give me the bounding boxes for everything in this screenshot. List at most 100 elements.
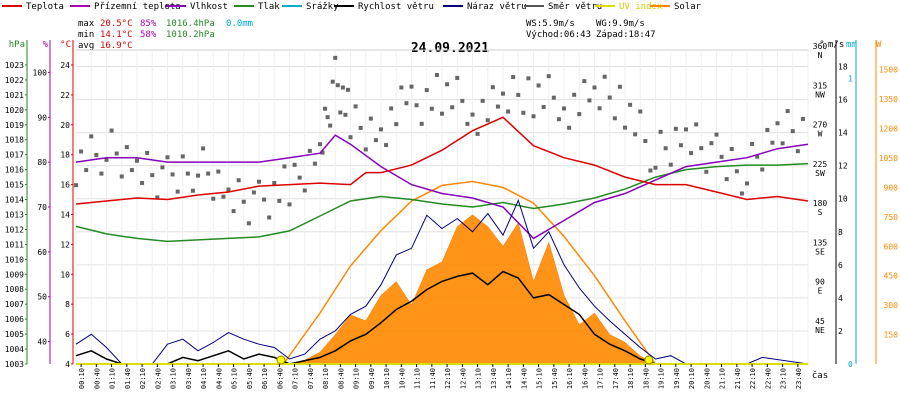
hpa-axis-tick-label: 1004 <box>5 345 24 354</box>
wind-direction-point <box>511 75 516 80</box>
wind-direction-point <box>440 111 444 116</box>
dir-tick-compass: E <box>818 287 823 296</box>
legend-label: Srážky <box>306 2 339 12</box>
temp-axis-tick-label: 14 <box>60 210 70 219</box>
x-tick-label: 15:40 <box>551 368 559 389</box>
wind-direction-point <box>724 177 729 182</box>
legend-label: Teplota <box>26 2 64 12</box>
x-tick-label: 07:40 <box>307 368 315 389</box>
wind-direction-point <box>546 74 551 79</box>
x-tick-label: 12:40 <box>459 368 467 389</box>
wm2-tick-label: 150 <box>884 331 899 340</box>
legend-label: Přízemní teplota <box>94 2 181 12</box>
x-tick-label: 01:40 <box>124 368 132 389</box>
wind-direction-point <box>368 116 373 121</box>
wind-direction-point <box>562 106 566 111</box>
wind-direction-point <box>196 173 200 178</box>
ms-tick-label: 18 <box>838 63 848 72</box>
wind-direction-point <box>379 127 383 132</box>
pct-axis-tick-label: 60 <box>37 248 47 257</box>
wind-direction-point <box>531 114 536 119</box>
wind-direction-point <box>335 83 340 88</box>
wind-direction-point <box>216 169 221 174</box>
wind-direction-point <box>658 129 663 134</box>
wind-direction-point <box>556 117 561 122</box>
wind-direction-point <box>429 106 434 111</box>
wind-direction-point <box>302 188 307 193</box>
wm2-tick-label: 900 <box>884 183 899 192</box>
hpa-axis-tick-label: 1007 <box>5 300 24 309</box>
pct-axis-tick-label: 50 <box>37 293 47 302</box>
wind-direction-point <box>348 135 353 140</box>
wm2-axis-unit: W <box>876 40 882 50</box>
legend-label: Rychlost větru <box>358 2 434 12</box>
wind-direction-point <box>201 146 206 151</box>
pct-axis-tick-label: 80 <box>37 158 47 167</box>
hpa-axis-tick-label: 1009 <box>5 270 24 279</box>
stats-wg: WG:9.9m/s <box>596 19 645 29</box>
wind-direction-point <box>770 140 775 145</box>
wind-direction-point <box>272 181 277 186</box>
wind-direction-point <box>185 171 190 176</box>
x-tick-label: 05:10 <box>231 368 239 389</box>
wind-direction-point <box>165 155 170 160</box>
wind-direction-point <box>104 157 109 162</box>
wind-direction-point <box>135 158 139 163</box>
temp-axis-tick-label: 22 <box>60 91 70 100</box>
stats-max-rain: 0.0mm <box>226 19 253 29</box>
wind-direction-point <box>318 142 322 147</box>
plot-area <box>74 49 809 365</box>
dir-tick-label: 45 <box>815 317 825 326</box>
dir-tick-compass: NW <box>815 90 825 99</box>
x-tick-label: 19:40 <box>673 368 681 389</box>
hpa-axis-tick-label: 1008 <box>5 285 24 294</box>
wind-direction-point <box>211 196 216 201</box>
wind-direction-point <box>648 168 653 173</box>
wm2-tick-label: 1200 <box>879 125 898 134</box>
wind-direction-point <box>282 164 287 169</box>
wind-direction-point <box>760 167 765 172</box>
wm2-tick-label: 300 <box>884 301 899 310</box>
wind-direction-point <box>745 181 749 186</box>
wind-direction-point <box>501 91 505 96</box>
x-tick-label: 11:40 <box>429 368 437 389</box>
x-tick-label: 18:10 <box>627 368 635 389</box>
wind-direction-point <box>414 103 419 108</box>
sun-marker <box>276 355 286 365</box>
wm2-tick-label: 1500 <box>879 66 898 75</box>
wind-direction-point <box>389 106 394 111</box>
wind-direction-point <box>684 127 688 132</box>
wind-direction-point <box>297 175 302 180</box>
x-tick-label: 18:40 <box>642 368 650 389</box>
x-tick-label: 17:40 <box>612 368 620 389</box>
mm-tick-label: 0 <box>848 360 853 369</box>
wind-direction-point <box>404 101 409 106</box>
wind-direction-point <box>307 148 312 153</box>
x-tick-label: 05:40 <box>246 368 254 389</box>
wind-direction-point <box>455 75 460 80</box>
wind-direction-point <box>582 79 587 84</box>
wind-direction-point <box>704 169 709 174</box>
wind-direction-point <box>673 126 678 131</box>
hpa-axis-tick-label: 1003 <box>5 360 24 369</box>
stats-min-press: 1010.2hPa <box>166 30 215 40</box>
wind-direction-point <box>424 88 429 93</box>
dir-tick-label: 315 <box>813 81 828 90</box>
wind-direction-point <box>694 122 699 127</box>
dir-tick-label: 270 <box>813 121 828 130</box>
dir-tick-compass: SW <box>815 169 825 178</box>
series-wind-speed <box>75 270 808 365</box>
wind-direction-point <box>399 85 404 90</box>
hpa-axis-tick-label: 1015 <box>5 181 24 190</box>
dir-tick-label: 360 <box>813 42 828 51</box>
x-tick-label: 09:10 <box>353 368 361 389</box>
temp-axis-tick-label: 24 <box>60 61 70 70</box>
dir-tick-compass: W <box>818 130 823 139</box>
temp-axis-tick-label: 4 <box>65 360 70 369</box>
dir-tick-label: 90 <box>815 278 825 287</box>
wind-direction-point <box>577 112 582 117</box>
hpa-axis-tick-label: 1023 <box>5 61 24 70</box>
x-tick-label: 14:10 <box>505 368 513 389</box>
wind-direction-point <box>74 183 78 188</box>
